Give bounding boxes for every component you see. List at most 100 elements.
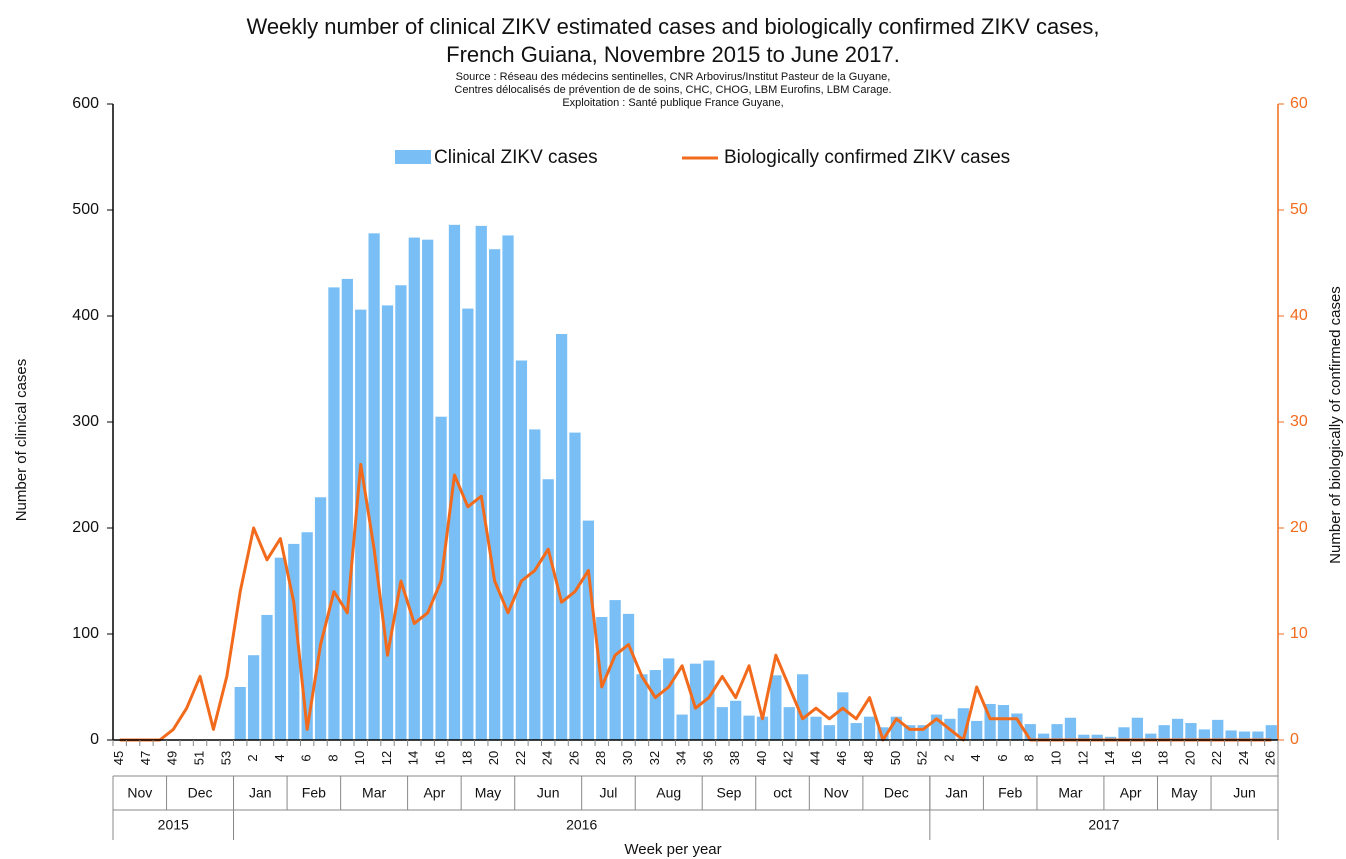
month-label: Apr bbox=[1120, 785, 1142, 801]
bar bbox=[1078, 734, 1090, 740]
bar bbox=[234, 687, 246, 740]
x-tick-label: 2 bbox=[941, 754, 956, 761]
y2-axis-label: Number of biologically of confirmed case… bbox=[1327, 286, 1344, 564]
x-tick-label: 24 bbox=[540, 751, 555, 765]
bar bbox=[837, 692, 849, 740]
bar bbox=[328, 287, 340, 740]
x-tick-label: 22 bbox=[513, 751, 528, 765]
month-label: May bbox=[1171, 785, 1197, 801]
year-label: 2015 bbox=[158, 817, 189, 833]
x-tick-label: 20 bbox=[1182, 751, 1197, 765]
y2-tick-label: 40 bbox=[1290, 307, 1308, 324]
bar bbox=[877, 727, 889, 740]
x-tick-label: 51 bbox=[191, 751, 206, 765]
x-tick-label: 48 bbox=[861, 751, 876, 765]
bar bbox=[1198, 729, 1210, 740]
x-tick-label: 10 bbox=[1048, 751, 1063, 765]
bar bbox=[730, 700, 742, 740]
month-label: Dec bbox=[884, 785, 909, 801]
bar bbox=[1185, 723, 1197, 740]
bar bbox=[917, 725, 929, 740]
y-tick-label: 0 bbox=[90, 731, 99, 748]
bar bbox=[408, 237, 420, 740]
x-tick-label: 6 bbox=[995, 754, 1010, 761]
month-label: oct bbox=[773, 785, 792, 801]
bar bbox=[1011, 713, 1023, 740]
legend-swatch bbox=[395, 150, 431, 164]
bar bbox=[314, 497, 327, 740]
x-tick-label: 6 bbox=[299, 754, 314, 761]
bar bbox=[355, 309, 367, 740]
bar bbox=[1265, 725, 1277, 740]
bar bbox=[1212, 719, 1224, 740]
x-tick-label: 30 bbox=[620, 751, 635, 765]
month-label: Feb bbox=[302, 785, 326, 801]
bar bbox=[984, 703, 996, 740]
month-label: Sep bbox=[717, 785, 742, 801]
bar bbox=[1145, 733, 1157, 740]
bar bbox=[823, 725, 836, 740]
bar bbox=[529, 429, 541, 740]
x-tick-label: 52 bbox=[915, 751, 930, 765]
month-label: Mar bbox=[362, 785, 386, 801]
y2-tick-label: 20 bbox=[1290, 519, 1308, 536]
bar bbox=[542, 479, 554, 740]
y-tick-label: 600 bbox=[72, 95, 99, 112]
bar bbox=[301, 532, 313, 740]
bar bbox=[957, 708, 969, 740]
x-tick-label: 26 bbox=[1263, 751, 1278, 765]
x-tick-label: 42 bbox=[781, 751, 796, 765]
x-tick-label: 18 bbox=[459, 751, 474, 765]
bar bbox=[863, 716, 876, 740]
x-tick-label: 38 bbox=[727, 751, 742, 765]
bar bbox=[1038, 733, 1050, 740]
bar bbox=[971, 720, 983, 740]
x-tick-label: 49 bbox=[165, 751, 180, 765]
month-label: Jun bbox=[1233, 785, 1256, 801]
legend-label: Clinical ZIKV cases bbox=[434, 147, 598, 168]
bar bbox=[1104, 736, 1117, 740]
bar bbox=[609, 600, 621, 740]
bar bbox=[1051, 724, 1063, 740]
bar bbox=[676, 714, 688, 740]
x-tick-label: 12 bbox=[379, 751, 394, 765]
bar bbox=[274, 557, 287, 740]
bar bbox=[288, 543, 300, 740]
bar bbox=[368, 233, 380, 740]
bar bbox=[997, 705, 1010, 740]
bar bbox=[462, 308, 474, 740]
bar bbox=[1225, 730, 1237, 740]
bar bbox=[756, 716, 769, 740]
bar bbox=[582, 520, 594, 740]
x-tick-label: 8 bbox=[1022, 754, 1037, 761]
month-label: Jul bbox=[600, 785, 618, 801]
x-tick-label: 47 bbox=[138, 751, 153, 765]
month-label: May bbox=[475, 785, 501, 801]
bar bbox=[1024, 724, 1036, 740]
x-tick-label: 40 bbox=[754, 751, 769, 765]
bar bbox=[850, 723, 862, 740]
bar bbox=[1064, 717, 1077, 740]
bar bbox=[1252, 731, 1264, 740]
y-tick-label: 400 bbox=[72, 307, 99, 324]
bar bbox=[703, 660, 715, 740]
month-label: Mar bbox=[1058, 785, 1082, 801]
y2-tick-label: 0 bbox=[1290, 731, 1299, 748]
x-tick-label: 44 bbox=[807, 751, 822, 765]
y2-tick-label: 50 bbox=[1290, 201, 1308, 218]
x-tick-label: 4 bbox=[272, 754, 287, 761]
chart-title: Weekly number of clinical ZIKV estimated… bbox=[246, 14, 1099, 39]
bar bbox=[341, 278, 353, 740]
bar bbox=[395, 285, 407, 740]
x-tick-label: 36 bbox=[700, 751, 715, 765]
bar bbox=[636, 674, 648, 740]
bar bbox=[1131, 717, 1144, 740]
x-tick-label: 26 bbox=[566, 751, 581, 765]
y2-tick-label: 60 bbox=[1290, 95, 1308, 112]
bar bbox=[716, 707, 728, 740]
month-label: Nov bbox=[127, 785, 152, 801]
bar bbox=[247, 655, 260, 740]
y-axis-label: Number of clinical cases bbox=[13, 359, 30, 522]
x-tick-label: 24 bbox=[1236, 751, 1251, 765]
